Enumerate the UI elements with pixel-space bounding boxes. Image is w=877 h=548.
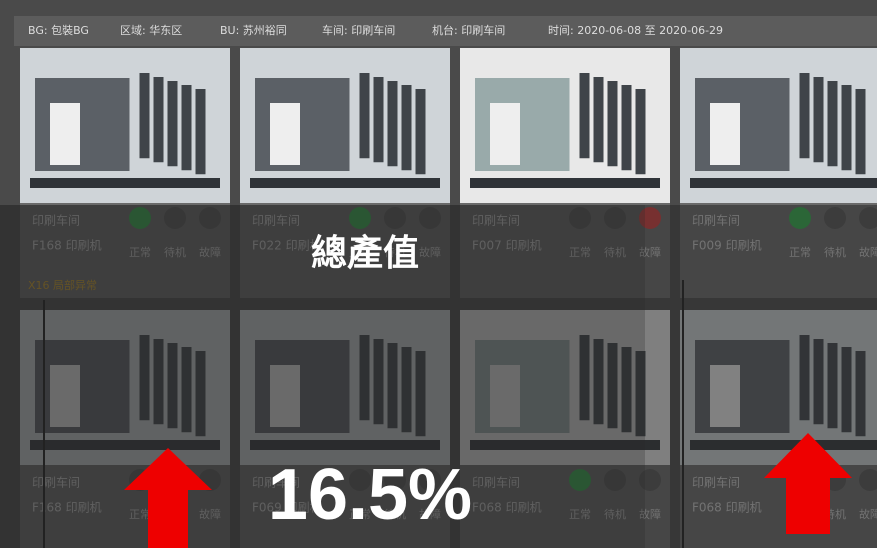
machine-panel (50, 103, 80, 165)
machine-panel (270, 103, 300, 165)
machine-unit (828, 81, 838, 166)
machine-unit (856, 89, 866, 174)
machine-body (475, 78, 570, 171)
machine-base (690, 178, 877, 188)
filter-label: 时间: 2020-06-08 至 2020-06-29 (548, 24, 723, 37)
filter-label: BU: 苏州裕同 (220, 24, 287, 37)
machine-unit (622, 85, 632, 170)
machine-body (35, 78, 130, 171)
page: 印刷车间F168 印刷机正常待机故障X16 局部异常印刷车间F022 印刷机正常… (0, 0, 877, 548)
machine-unit (374, 77, 384, 162)
machine-panel (710, 103, 740, 165)
machine-unit (360, 73, 370, 158)
machine-base (250, 178, 440, 188)
machine-unit (154, 77, 164, 162)
machine-unit (580, 73, 590, 158)
machine-base (30, 178, 220, 188)
machine-unit (814, 77, 824, 162)
machine-unit (402, 85, 412, 170)
machine-unit (416, 89, 426, 174)
machine-body (695, 78, 790, 171)
machine-body (255, 78, 350, 171)
machine-unit (196, 89, 206, 174)
machine-unit (636, 89, 646, 174)
machine-unit (842, 85, 852, 170)
machine-unit (608, 81, 618, 166)
filter-label: BG: 包裝BG (28, 24, 89, 37)
dashboard: 印刷车间F168 印刷机正常待机故障X16 局部异常印刷车间F022 印刷机正常… (0, 0, 877, 548)
machine-panel (490, 103, 520, 165)
overlay-value: 16.5% (268, 455, 472, 535)
overlay-title: 總產值 (311, 233, 419, 274)
machine-unit (594, 77, 604, 162)
machine-unit (182, 85, 192, 170)
filter-label: 车间: 印刷车间 (322, 23, 395, 37)
machine-unit (388, 81, 398, 166)
machine-unit (140, 73, 150, 158)
machine-unit (168, 81, 178, 166)
machine-unit (800, 73, 810, 158)
machine-base (470, 178, 660, 188)
filter-label: 区域: 华东区 (120, 23, 182, 37)
filter-label: 机台: 印刷车间 (432, 23, 505, 37)
